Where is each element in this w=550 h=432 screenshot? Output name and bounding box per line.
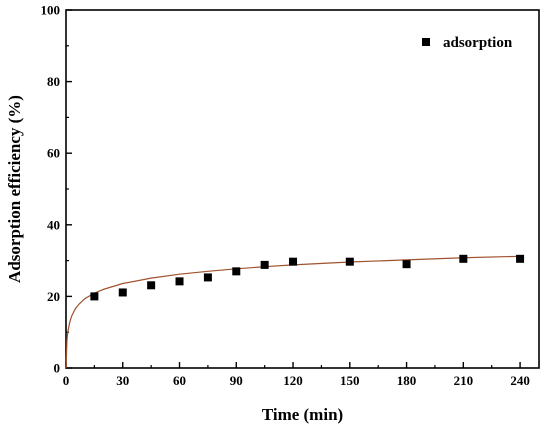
y-tick-label: 100 bbox=[41, 3, 61, 18]
x-tick-label: 120 bbox=[283, 373, 303, 388]
y-tick-label: 0 bbox=[54, 361, 61, 376]
fit-curve bbox=[65, 255, 521, 369]
data-point bbox=[118, 288, 127, 297]
data-point bbox=[459, 254, 468, 263]
x-tick-label: 150 bbox=[340, 373, 360, 388]
data-point bbox=[345, 257, 354, 266]
legend: adsorption bbox=[422, 35, 513, 51]
x-tick-label: 210 bbox=[454, 373, 474, 388]
x-axis-ticks: 0 30 60 90 120 150 180 210 240 bbox=[63, 362, 530, 388]
data-point bbox=[203, 273, 212, 282]
x-tick-label: 60 bbox=[173, 373, 186, 388]
x-tick-label: 180 bbox=[397, 373, 417, 388]
y-axis-label: Adsorption efficiency (%) bbox=[5, 95, 24, 283]
data-point bbox=[402, 260, 411, 269]
data-point bbox=[232, 267, 241, 276]
data-point bbox=[90, 292, 99, 301]
data-point bbox=[516, 254, 525, 263]
x-tick-label: 30 bbox=[116, 373, 129, 388]
data-point bbox=[260, 260, 269, 269]
x-axis-label: Time (min) bbox=[262, 405, 343, 424]
fit-curve-layer bbox=[65, 255, 521, 369]
x-tick-label: 240 bbox=[510, 373, 530, 388]
y-tick-label: 80 bbox=[47, 74, 60, 89]
data-point bbox=[289, 257, 298, 266]
y-tick-label: 60 bbox=[47, 146, 60, 161]
data-point bbox=[147, 281, 156, 290]
y-tick-label: 40 bbox=[47, 217, 60, 232]
x-tick-label: 0 bbox=[63, 373, 70, 388]
x-tick-label: 90 bbox=[230, 373, 243, 388]
data-point bbox=[175, 277, 184, 286]
plot-frame bbox=[65, 9, 540, 369]
axes bbox=[65, 9, 540, 369]
legend-label: adsorption bbox=[443, 35, 513, 51]
data-points bbox=[90, 254, 525, 301]
y-axis-ticks: 0 20 40 60 80 100 bbox=[41, 3, 72, 376]
y-tick-label: 20 bbox=[47, 289, 60, 304]
legend-marker bbox=[422, 38, 430, 46]
